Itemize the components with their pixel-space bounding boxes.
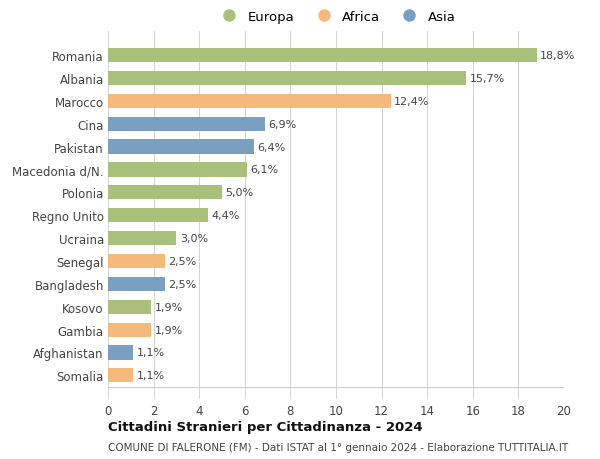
Bar xyxy=(108,369,133,383)
Bar xyxy=(108,231,176,246)
Legend: Europa, Africa, Asia: Europa, Africa, Asia xyxy=(211,6,461,29)
Text: 3,0%: 3,0% xyxy=(180,234,208,244)
Bar xyxy=(108,300,151,314)
Text: 1,9%: 1,9% xyxy=(155,325,183,335)
Bar xyxy=(108,323,151,337)
Text: Cittadini Stranieri per Cittadinanza - 2024: Cittadini Stranieri per Cittadinanza - 2… xyxy=(108,420,422,433)
Bar xyxy=(108,186,222,200)
Bar xyxy=(108,346,133,360)
Text: 18,8%: 18,8% xyxy=(540,51,575,61)
Bar xyxy=(108,140,254,154)
Text: 12,4%: 12,4% xyxy=(394,96,430,106)
Text: 1,9%: 1,9% xyxy=(155,302,183,312)
Bar xyxy=(108,277,165,291)
Text: 2,5%: 2,5% xyxy=(169,279,197,289)
Text: 1,1%: 1,1% xyxy=(137,370,164,381)
Text: COMUNE DI FALERONE (FM) - Dati ISTAT al 1° gennaio 2024 - Elaborazione TUTTITALI: COMUNE DI FALERONE (FM) - Dati ISTAT al … xyxy=(108,442,568,452)
Text: 6,9%: 6,9% xyxy=(269,119,297,129)
Bar xyxy=(108,163,247,177)
Text: 2,5%: 2,5% xyxy=(169,257,197,266)
Bar xyxy=(108,118,265,131)
Bar xyxy=(108,49,536,63)
Text: 6,4%: 6,4% xyxy=(257,142,286,152)
Text: 15,7%: 15,7% xyxy=(469,74,505,84)
Text: 5,0%: 5,0% xyxy=(226,188,254,198)
Bar xyxy=(108,209,208,223)
Text: 6,1%: 6,1% xyxy=(251,165,278,175)
Bar xyxy=(108,254,165,269)
Text: 1,1%: 1,1% xyxy=(137,348,164,358)
Bar xyxy=(108,72,466,86)
Text: 4,4%: 4,4% xyxy=(212,211,240,221)
Bar xyxy=(108,95,391,109)
